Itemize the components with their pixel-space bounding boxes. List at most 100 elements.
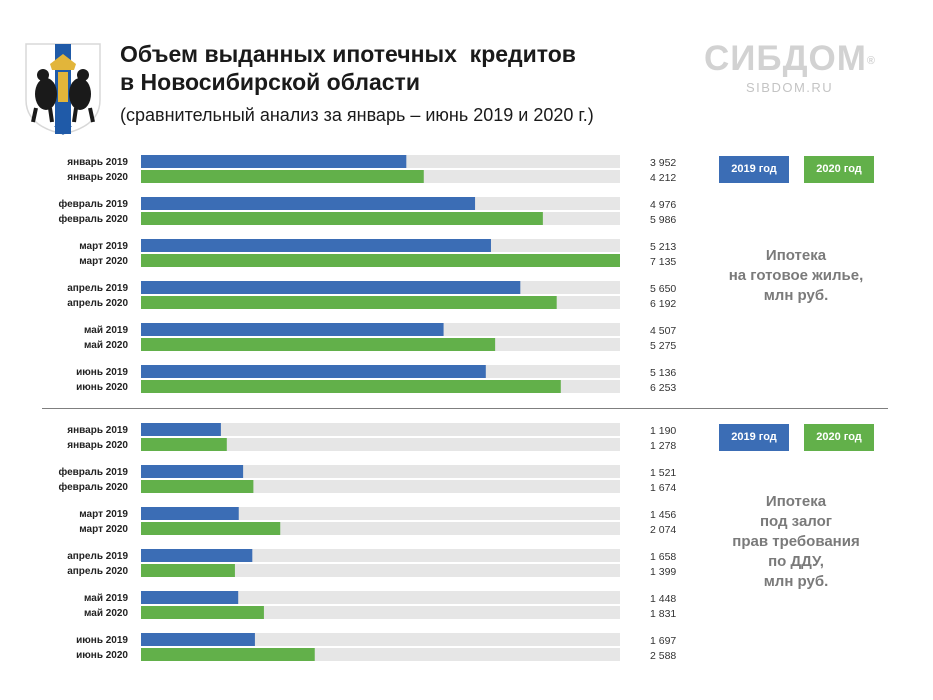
bar-2020 xyxy=(141,438,227,451)
bar-track xyxy=(141,633,620,646)
brand-reg: ® xyxy=(866,55,877,67)
bar-2019 xyxy=(141,549,253,562)
bar-value-label: 5 213 xyxy=(650,241,676,253)
bar-track xyxy=(141,564,620,577)
bar-value-label: 2 588 xyxy=(650,650,676,662)
legend-2019-section-2: 2019 год xyxy=(719,424,789,451)
bar-category-label: июнь 2020 xyxy=(76,382,128,393)
bar-2019 xyxy=(141,323,444,336)
caption-1-line: млн руб. xyxy=(763,287,829,304)
title-line-1: Объем выданных ипотечных кредитов xyxy=(120,41,576,67)
bar-value-label: 1 521 xyxy=(650,467,676,479)
bar-category-label: январь 2020 xyxy=(67,172,128,183)
bar-2020 xyxy=(141,380,561,393)
bar-value-label: 1 448 xyxy=(650,593,676,605)
bar-2019 xyxy=(141,197,476,210)
bar-category-label: июнь 2019 xyxy=(76,635,128,646)
caption-2-line: по ДДУ, xyxy=(768,553,824,570)
bar-value-label: 1 674 xyxy=(650,482,676,494)
bar-2019 xyxy=(141,591,239,604)
bar-2019 xyxy=(141,633,255,646)
bar-category-label: февраль 2019 xyxy=(58,198,128,210)
page-title: Объем выданных ипотечных кредитов в Ново… xyxy=(120,40,576,96)
bar-category-label: июнь 2019 xyxy=(76,367,128,378)
bar-2019 xyxy=(141,281,521,294)
bar-value-label: 6 253 xyxy=(650,382,676,394)
bar-category-label: апрель 2019 xyxy=(67,551,128,562)
bar-value-label: 5 986 xyxy=(650,214,676,226)
caption-2-line: прав требования xyxy=(732,533,860,550)
bar-2020 xyxy=(141,170,424,183)
bar-value-label: 4 976 xyxy=(650,199,676,211)
novosibirsk-coat-of-arms-icon xyxy=(25,43,101,135)
bar-2020 xyxy=(141,338,496,351)
bar-value-label: 1 658 xyxy=(650,551,676,563)
bar-2020 xyxy=(141,480,254,493)
bar-value-label: 6 192 xyxy=(650,298,676,310)
bar-category-label: февраль 2019 xyxy=(58,466,128,478)
bar-2020 xyxy=(141,606,264,619)
bar-category-label: май 2020 xyxy=(84,608,128,619)
bar-track xyxy=(141,549,620,562)
bar-value-label: 7 135 xyxy=(650,256,676,268)
bar-value-label: 1 399 xyxy=(650,566,676,578)
bar-2019 xyxy=(141,507,239,520)
bar-category-label: май 2019 xyxy=(84,593,128,604)
brand-site: SIBDOM.RU xyxy=(746,80,834,95)
bar-value-label: 4 507 xyxy=(650,325,676,337)
bar-value-label: 1 831 xyxy=(650,608,676,620)
bar-2019 xyxy=(141,365,486,378)
bar-category-label: январь 2019 xyxy=(67,157,128,168)
bar-value-label: 5 136 xyxy=(650,367,676,379)
bar-2019 xyxy=(141,423,221,436)
title-line-2: в Новосибирской области xyxy=(120,69,420,95)
caption-2-line: млн руб. xyxy=(763,573,829,590)
bar-category-label: февраль 2020 xyxy=(58,481,128,493)
bar-category-label: март 2019 xyxy=(79,509,128,520)
brand-logo: СИБДОМ® SIBDOM.RU xyxy=(704,40,894,96)
bar-2020 xyxy=(141,648,315,661)
bar-2020 xyxy=(141,296,557,309)
bar-value-label: 1 697 xyxy=(650,635,676,647)
bar-value-label: 4 212 xyxy=(650,172,676,184)
bar-track xyxy=(141,423,620,436)
caption-2-line: под залог xyxy=(759,513,833,530)
bar-value-label: 5 275 xyxy=(650,340,676,352)
legend-2020-section-1: 2020 год xyxy=(804,156,874,183)
bar-track xyxy=(141,438,620,451)
bar-category-label: май 2019 xyxy=(84,325,128,336)
bar-value-label: 1 190 xyxy=(650,425,676,437)
bar-value-label: 1 456 xyxy=(650,509,676,521)
bar-2019 xyxy=(141,465,244,478)
bar-track xyxy=(141,480,620,493)
bar-category-label: март 2020 xyxy=(79,256,128,267)
caption-2-line: Ипотека xyxy=(765,493,827,510)
caption-section-1: Ипотека на готовое жилье, млн руб. xyxy=(701,246,891,306)
brand-name: СИБДОМ® xyxy=(704,40,894,78)
bar-track xyxy=(141,507,620,520)
bar-2020 xyxy=(141,212,543,225)
bar-value-label: 3 952 xyxy=(650,157,676,169)
bar-category-label: март 2020 xyxy=(79,524,128,535)
page-subtitle: (сравнительный анализ за январь – июнь 2… xyxy=(120,105,594,125)
bar-category-label: март 2019 xyxy=(79,241,128,252)
bar-2020 xyxy=(141,522,281,535)
caption-1-line: Ипотека xyxy=(765,247,827,264)
bar-value-label: 5 650 xyxy=(650,283,676,295)
bar-track xyxy=(141,465,620,478)
bar-2019 xyxy=(141,239,491,252)
bar-value-label: 2 074 xyxy=(650,524,676,536)
bar-category-label: апрель 2020 xyxy=(67,298,128,309)
bar-track xyxy=(141,591,620,604)
legend-2020-section-2: 2020 год xyxy=(804,424,874,451)
caption-1-line: на готовое жилье, xyxy=(728,267,864,284)
bar-2019 xyxy=(141,155,407,168)
bar-2020 xyxy=(141,564,235,577)
bar-category-label: февраль 2020 xyxy=(58,213,128,225)
bar-category-label: апрель 2019 xyxy=(67,283,128,294)
bar-category-label: январь 2020 xyxy=(67,440,128,451)
bar-category-label: январь 2019 xyxy=(67,425,128,436)
bar-category-label: май 2020 xyxy=(84,340,128,351)
bar-category-label: апрель 2020 xyxy=(67,566,128,577)
